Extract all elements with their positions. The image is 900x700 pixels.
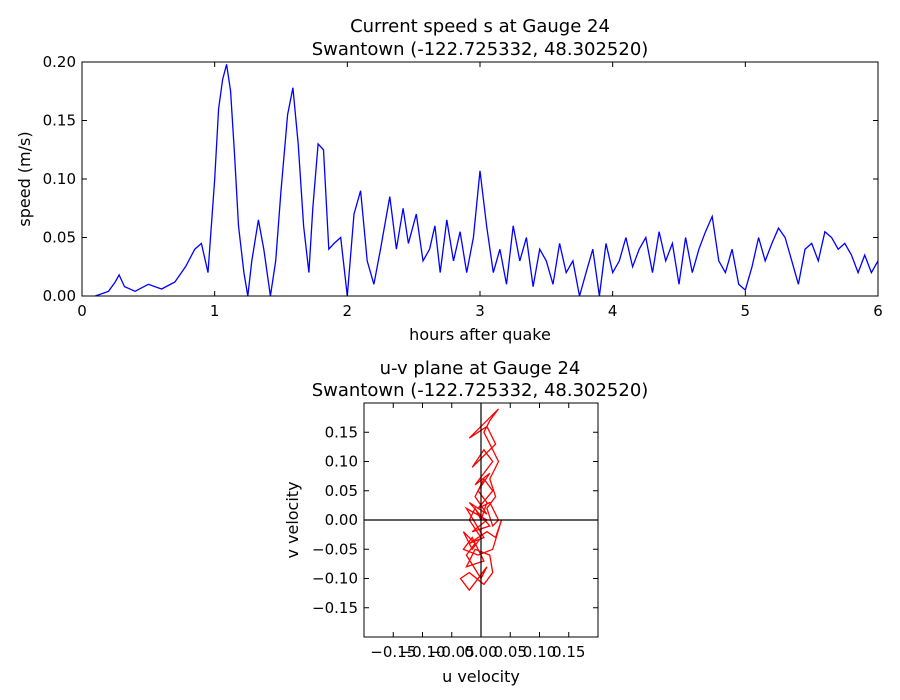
uv-x-tick-label: −0.10 <box>400 643 446 661</box>
speed-y-tick-label: 0.15 <box>43 112 76 130</box>
speed-x-axis-label: hours after quake <box>409 325 551 344</box>
uv-x-ticks: −0.15−0.10−0.050.000.050.100.15 <box>370 403 585 661</box>
speed-x-tick-label: 1 <box>210 302 220 320</box>
speed-y-tick-label: 0.00 <box>43 287 76 305</box>
uv-y-tick-label: 0.15 <box>325 423 358 441</box>
uv-y-ticks: −0.15 −0.10 −0.05 0.00 0.05 0.10 0.15 <box>312 423 598 617</box>
uv-x-tick-label: 0.15 <box>552 643 585 661</box>
speed-x-tick-label: 2 <box>343 302 353 320</box>
uv-y-tick-label: 0.10 <box>325 453 358 471</box>
uv-x-tick-label: 0.00 <box>464 643 497 661</box>
uv-chart-subtitle: Swantown (-122.725332, 48.302520) <box>312 380 649 401</box>
uv-plot-area <box>364 403 598 637</box>
uv-x-tick-label: −0.15 <box>370 643 416 661</box>
uv-y-axis-label: v velocity <box>283 481 302 558</box>
uv-chart: u-v plane at Gauge 24 Swantown (-122.725… <box>283 358 648 686</box>
uv-y-tick-label: −0.05 <box>312 540 358 558</box>
speed-x-tick-label: 4 <box>608 302 618 320</box>
uv-y-tick-label: 0.00 <box>325 511 358 529</box>
uv-y-tick-label: −0.10 <box>312 570 358 588</box>
speed-series-line <box>95 64 879 297</box>
speed-x-tick-label: 3 <box>475 302 485 320</box>
speed-x-tick-label: 5 <box>741 302 751 320</box>
uv-x-axis-label: u velocity <box>442 667 520 686</box>
speed-plot-frame <box>81 61 879 297</box>
speed-y-tick-label: 0.10 <box>43 170 76 188</box>
uv-y-tick-label: −0.15 <box>312 599 358 617</box>
uv-x-tick-label: −0.05 <box>429 643 475 661</box>
speed-x-tick-label: 0 <box>77 302 87 320</box>
speed-chart-title: Current speed s at Gauge 24 <box>350 16 610 37</box>
uv-x-tick-label: 0.05 <box>494 643 527 661</box>
uv-x-tick-label: 0.10 <box>523 643 556 661</box>
speed-x-tick-label: 6 <box>873 302 883 320</box>
speed-y-ticks: 0.00 0.05 0.10 0.15 0.20 <box>43 53 878 305</box>
speed-chart: Current speed s at Gauge 24 Swantown (-1… <box>15 16 883 344</box>
uv-chart-title: u-v plane at Gauge 24 <box>380 358 581 379</box>
uv-y-tick-label: 0.05 <box>325 482 358 500</box>
speed-plot-area <box>95 64 879 297</box>
speed-y-tick-label: 0.20 <box>43 53 76 71</box>
speed-y-axis-label: speed (m/s) <box>15 131 34 226</box>
uv-trajectory-line <box>459 408 503 592</box>
speed-y-tick-label: 0.05 <box>43 229 76 247</box>
speed-x-ticks: 0 1 2 3 4 5 6 <box>77 62 883 320</box>
speed-chart-subtitle: Swantown (-122.725332, 48.302520) <box>312 39 649 60</box>
